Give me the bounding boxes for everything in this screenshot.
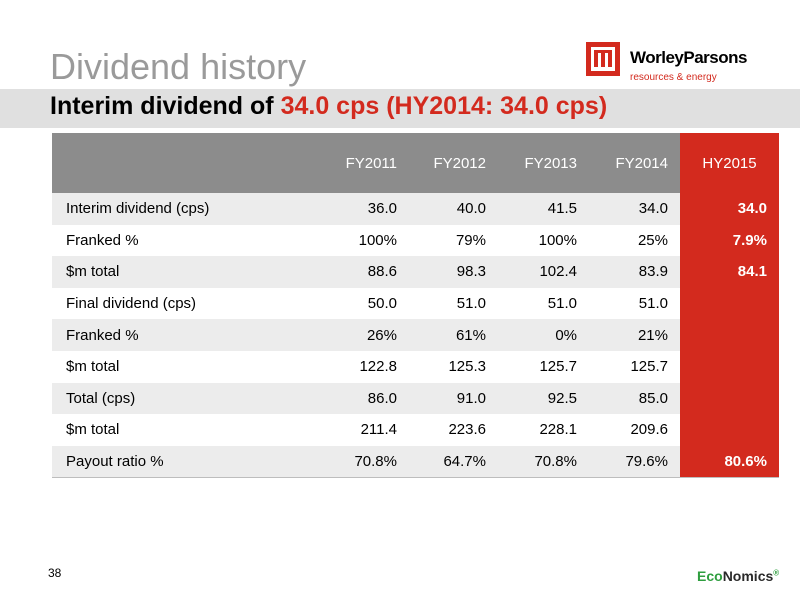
cell-fy2012: 51.0 [456, 295, 486, 313]
cell-hy2015 [680, 414, 779, 446]
cell-fy2011: 70.8% [318, 445, 409, 479]
table-row: Interim dividend (cps) 36.0 40.0 41.5 34.0 34… [52, 193, 779, 225]
cell-hy2015: 34.0 [680, 193, 779, 225]
row-label: Payout ratio % [52, 445, 318, 479]
row-label: Interim dividend (cps) [52, 193, 318, 225]
table-header-fy2013: FY2013 [498, 133, 589, 193]
row-label: Franked % [52, 319, 318, 351]
table-row: Final dividend (cps) 50.0 51.0 51.0 51.0 [52, 287, 779, 320]
cell-fy2014: 85.0 [589, 382, 680, 415]
economics-logo-part1: Eco [697, 568, 723, 584]
row-label: Final dividend (cps) [66, 295, 197, 313]
cell-fy2011: 100% [358, 231, 397, 249]
subtitle-bar [0, 89, 800, 128]
cell-fy2011: 88.6 [318, 256, 409, 288]
cell-fy2011: 26% [318, 319, 409, 351]
cell-hy2015: 80.6% [680, 445, 779, 479]
cell-fy2011: 36.0 [318, 193, 409, 225]
table-row: Payout ratio % 70.8% 64.7% 70.8% 79.6% 80.6% [52, 445, 779, 479]
cell-fy2014: 209.6 [630, 421, 668, 439]
table-header-fy2012: FY2012 [409, 133, 498, 193]
subtitle-highlight: 34.0 cps (HY2014: 34.0 cps) [280, 92, 608, 120]
row-label: $m total [66, 358, 120, 376]
table-header-blank [52, 133, 318, 193]
table-row: $m total 211.4 223.6 228.1 209.6 [52, 414, 779, 446]
cell-fy2011: 122.8 [359, 358, 397, 376]
worleyparsons-logo: WorleyParsons resources & energy [586, 42, 776, 86]
cell-fy2014: 21% [589, 319, 680, 351]
cell-hy2015: 7.9% [680, 224, 779, 257]
cell-fy2012: 91.0 [409, 382, 498, 415]
subtitle-prefix: Interim dividend of [50, 92, 281, 120]
cell-fy2014: 25% [637, 231, 668, 249]
cell-fy2011: 211.4 [360, 421, 397, 439]
cell-fy2014: 34.0 [589, 193, 680, 225]
table-row: Total (cps) 86.0 91.0 92.5 85.0 [52, 382, 779, 415]
economics-logo-part2: Nomics [722, 568, 774, 584]
cell-fy2012: 64.7% [409, 445, 498, 479]
cell-fy2014: 125.7 [630, 358, 668, 376]
cell-fy2011: 86.0 [318, 382, 409, 415]
cell-fy2013: 92.5 [498, 382, 589, 415]
cell-fy2012: 98.3 [409, 256, 498, 288]
table-row: Franked % 100% 79% 100% 25% 7.9% [52, 224, 779, 257]
row-label: $m total [66, 421, 120, 439]
cell-fy2012: 61% [409, 319, 498, 351]
subtitle: Interim dividend of 34.0 cps (HY2014: 34… [50, 92, 607, 121]
economics-logo: EcoNomics® [697, 568, 779, 584]
cell-fy2013: 41.5 [498, 193, 589, 225]
cell-fy2013: 125.7 [539, 358, 577, 376]
cell-fy2012: 79% [455, 231, 486, 249]
cell-fy2013: 51.0 [547, 295, 577, 313]
table-header-fy2011: FY2011 [318, 133, 409, 193]
table-header-row: FY2011 FY2012 FY2013 FY2014 HY2015 [52, 133, 779, 193]
row-label: Franked % [66, 231, 139, 249]
economics-logo-mark: ® [773, 568, 780, 578]
cell-fy2012: 40.0 [409, 193, 498, 225]
cell-hy2015 [680, 382, 779, 415]
cell-fy2013: 0% [498, 319, 589, 351]
logo-name: WorleyParsons [630, 48, 747, 67]
page-title: Dividend history [50, 46, 307, 87]
logo-tagline: resources & energy [630, 72, 717, 83]
cell-hy2015 [680, 319, 779, 351]
cell-hy2015 [680, 350, 779, 383]
cell-fy2014: 79.6% [589, 445, 680, 479]
cell-fy2011: 50.0 [367, 295, 397, 313]
table-row: Franked % 26% 61% 0% 21% [52, 319, 779, 351]
row-label: Total (cps) [52, 382, 318, 415]
dividend-table: FY2011 FY2012 FY2013 FY2014 HY2015 Inter… [52, 133, 779, 479]
cell-fy2012: 223.6 [448, 421, 486, 439]
cell-fy2013: 102.4 [498, 256, 589, 288]
table-row: $m total 88.6 98.3 102.4 83.9 84.1 [52, 256, 779, 288]
cell-hy2015: 84.1 [680, 256, 779, 288]
page-number: 38 [48, 566, 62, 580]
table-header-fy2014: FY2014 [589, 133, 680, 193]
table-row: $m total 122.8 125.3 125.7 125.7 [52, 350, 779, 383]
cell-fy2013: 70.8% [498, 445, 589, 479]
cell-fy2013: 100% [538, 231, 577, 249]
cell-fy2013: 228.1 [539, 421, 577, 439]
cell-fy2014: 51.0 [638, 295, 668, 313]
cell-fy2014: 83.9 [589, 256, 680, 288]
cell-fy2012: 125.3 [448, 358, 486, 376]
cell-hy2015 [680, 287, 779, 320]
table-header-hy2015: HY2015 [680, 133, 779, 193]
worleyparsons-logo-icon [586, 42, 620, 76]
row-label: $m total [52, 256, 318, 288]
